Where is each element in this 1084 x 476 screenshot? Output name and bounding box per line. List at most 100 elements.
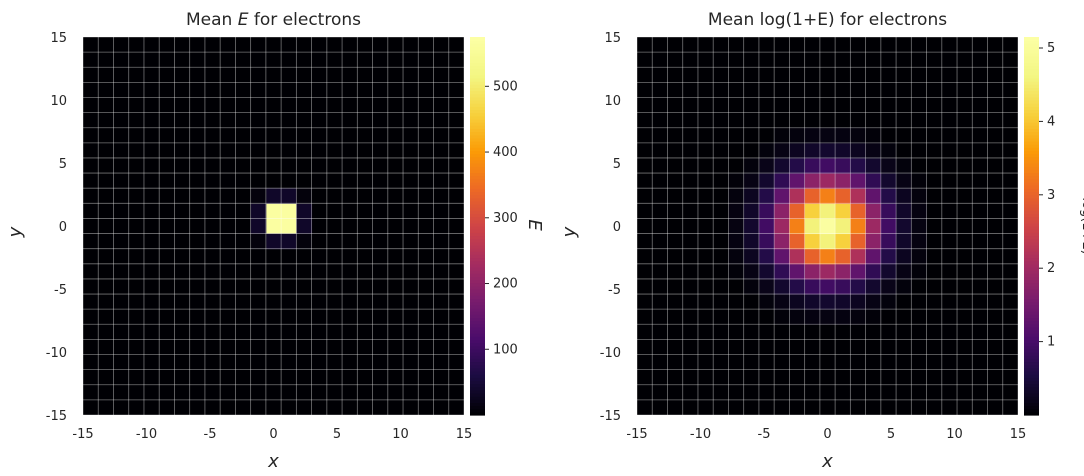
colorbar-segment bbox=[470, 317, 485, 322]
heatmap-cell bbox=[728, 248, 745, 265]
colorbar-segment bbox=[1024, 175, 1039, 180]
x-tick-label: 10 bbox=[392, 427, 409, 442]
heatmap-cell bbox=[850, 233, 867, 250]
colorbar-segment bbox=[470, 257, 485, 262]
colorbar-segment bbox=[1024, 219, 1039, 224]
colorbar-segment bbox=[470, 301, 485, 306]
heatmap-cell bbox=[789, 203, 806, 219]
heatmap-cell bbox=[865, 278, 882, 295]
heatmap-cell bbox=[880, 188, 897, 204]
colorbar-segment bbox=[1024, 163, 1039, 167]
heatmap-cell bbox=[819, 233, 836, 250]
colorbar-segment bbox=[470, 386, 485, 391]
heatmap-cell bbox=[819, 294, 836, 310]
y-tick-label: 5 bbox=[613, 157, 621, 172]
heatmap-cell bbox=[728, 233, 745, 250]
colorbar-segment bbox=[470, 345, 485, 350]
heatmap-cell bbox=[850, 157, 867, 174]
heatmap-cell bbox=[865, 294, 882, 310]
colorbar-segment bbox=[1024, 370, 1039, 375]
colorbar-segment bbox=[1024, 367, 1039, 372]
heatmap-cell bbox=[758, 218, 775, 235]
heatmap-cell bbox=[850, 278, 867, 295]
colorbar-segment bbox=[1024, 40, 1039, 44]
colorbar-segment bbox=[1024, 188, 1039, 192]
heatmap-cell bbox=[850, 188, 867, 204]
heatmap-cell bbox=[789, 142, 806, 159]
colorbar-tick-label: 200 bbox=[493, 277, 518, 292]
heatmap-cell bbox=[819, 127, 836, 144]
colorbar-tick-label: 2 bbox=[1047, 261, 1055, 276]
heatmap-cell bbox=[804, 127, 821, 144]
colorbar-tick-label: 1 bbox=[1047, 335, 1055, 350]
colorbar-segment bbox=[1024, 62, 1039, 66]
colorbar-segment bbox=[470, 229, 485, 233]
heatmap-cell bbox=[789, 248, 806, 265]
colorbar-segment bbox=[1024, 304, 1039, 309]
colorbar-segment bbox=[1024, 389, 1039, 394]
heatmap-cell bbox=[819, 218, 836, 235]
colorbar-segment bbox=[470, 166, 485, 170]
colorbar-segment bbox=[470, 207, 485, 211]
chart-title-part: for electrons bbox=[249, 10, 362, 30]
colorbar-segment bbox=[1024, 411, 1039, 416]
heatmap-cell bbox=[758, 294, 775, 310]
y-tick-label: 15 bbox=[50, 31, 67, 46]
colorbar-segment bbox=[470, 178, 485, 183]
colorbar-segment bbox=[470, 342, 485, 347]
colorbar-segment bbox=[1024, 248, 1039, 252]
x-tick-label: -15 bbox=[626, 427, 647, 442]
colorbar-segment bbox=[1024, 103, 1039, 107]
colorbar-segment bbox=[1024, 128, 1039, 133]
colorbar-segment bbox=[470, 383, 485, 388]
colorbar-segment bbox=[470, 118, 485, 123]
colorbar-segment bbox=[470, 71, 485, 76]
colorbar-segment bbox=[470, 40, 485, 44]
heatmap-cell bbox=[880, 157, 897, 174]
heatmap-cell bbox=[865, 218, 882, 235]
y-axis-label: y bbox=[559, 226, 580, 238]
colorbar-segment bbox=[1024, 301, 1039, 306]
heatmap-cell bbox=[865, 127, 882, 144]
colorbar-tick-label: 3 bbox=[1047, 188, 1055, 203]
colorbar-segment bbox=[1024, 251, 1039, 255]
heatmap-cell bbox=[835, 173, 851, 189]
heatmap-cell bbox=[804, 263, 821, 280]
heatmap-cell bbox=[743, 248, 760, 265]
colorbar-segment bbox=[470, 276, 485, 281]
colorbar-segment bbox=[1024, 84, 1039, 88]
colorbar-segment bbox=[470, 402, 485, 407]
colorbar-segment bbox=[470, 74, 485, 79]
colorbar-segment bbox=[1024, 194, 1039, 199]
heatmap-cell bbox=[835, 263, 851, 280]
colorbar: 1 2 3 4 5 log(1+E) bbox=[1024, 37, 1084, 416]
colorbar-segment bbox=[470, 210, 485, 214]
heatmap-cell bbox=[281, 218, 297, 235]
colorbar-segment bbox=[1024, 118, 1039, 123]
colorbar-segment bbox=[1024, 229, 1039, 233]
colorbar-segment bbox=[470, 188, 485, 192]
colorbar-segment bbox=[1024, 96, 1039, 101]
colorbar-segment bbox=[470, 52, 485, 57]
colorbar-segment bbox=[1024, 74, 1039, 79]
colorbar-segment bbox=[470, 235, 485, 240]
heatmap-cell bbox=[743, 278, 760, 295]
heatmap-cells bbox=[250, 188, 313, 250]
heatmap-cell bbox=[911, 188, 928, 204]
heatmap-cell bbox=[865, 263, 882, 280]
heatmap-cell bbox=[896, 157, 912, 174]
heatmap-cell bbox=[896, 188, 912, 204]
heatmap-cell bbox=[911, 248, 928, 265]
heatmap-cell bbox=[896, 278, 912, 295]
heatmap-cell bbox=[850, 309, 867, 325]
colorbar-segment bbox=[1024, 71, 1039, 76]
colorbar-segment bbox=[1024, 405, 1039, 410]
heatmap-cell bbox=[896, 218, 912, 235]
heatmap-cell bbox=[819, 278, 836, 295]
colorbar-segment bbox=[1024, 166, 1039, 170]
colorbar-segment bbox=[470, 307, 485, 312]
colorbar-segment bbox=[470, 175, 485, 180]
colorbar-segment bbox=[1024, 150, 1039, 155]
colorbar-segment bbox=[1024, 87, 1039, 92]
